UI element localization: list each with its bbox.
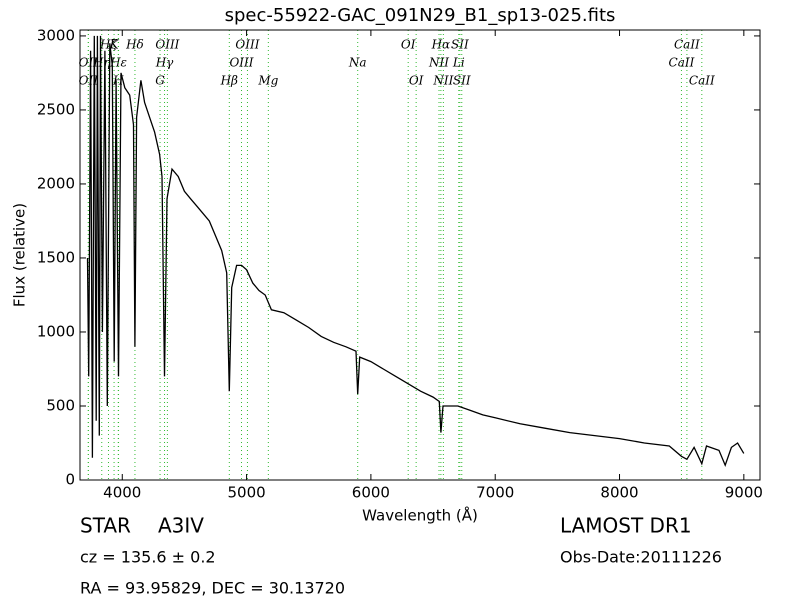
spectral-line-label: OIII xyxy=(229,56,253,70)
spectral-line-label: CaII xyxy=(674,38,700,52)
y-axis-label: Flux (relative) xyxy=(11,203,29,307)
spectral-line-label: OI xyxy=(409,74,424,88)
spectral-line-label: Hβ xyxy=(220,74,238,88)
y-tick-label: 2000 xyxy=(37,174,75,192)
x-tick-label: 5000 xyxy=(227,484,265,502)
spectral-line-label: Hδ xyxy=(125,38,144,52)
spectral-line-label: Hα xyxy=(431,38,451,52)
obs-date: Obs-Date:20111226 xyxy=(560,548,722,567)
spectral-line-label: Mg xyxy=(257,74,278,88)
object-class: STAR xyxy=(80,514,131,538)
y-tick-label: 0 xyxy=(65,471,75,489)
spectral-line-label: Hζ xyxy=(99,38,118,52)
coordinates: RA = 93.95829, DEC = 30.13720 xyxy=(80,579,345,598)
y-tick-label: 3000 xyxy=(37,26,75,44)
spectral-line-label: Hγ xyxy=(155,56,174,70)
plot-frame xyxy=(79,29,761,481)
spectral-line-label: OII xyxy=(79,74,99,88)
x-tick-label: 6000 xyxy=(352,484,390,502)
spectral-line-label: G xyxy=(155,74,165,88)
spectral-line-label: OI xyxy=(401,38,416,52)
survey: LAMOST DR1 xyxy=(560,514,692,538)
spectral-line-label: NII xyxy=(428,56,449,70)
y-tick-label: 2500 xyxy=(37,100,75,118)
x-tick-label: 9000 xyxy=(725,484,763,502)
spectral-line-label: Li xyxy=(452,56,465,70)
x-tick-label: 7000 xyxy=(476,484,514,502)
x-axis-label: Wavelength (Å) xyxy=(362,506,478,525)
chart-title: spec-55922-GAC_091N29_B1_sp13-025.fits xyxy=(225,5,616,26)
x-tick-label: 8000 xyxy=(600,484,638,502)
spectral-line-label: K xyxy=(109,38,120,52)
spectral-line-label: NII xyxy=(432,74,453,88)
spectral-line-label: Na xyxy=(348,56,367,70)
spectral-line-label: OIII xyxy=(155,38,179,52)
y-tick-label: 1000 xyxy=(37,322,75,340)
y-tick-label: 500 xyxy=(46,396,75,414)
spectral-line-label: CaII xyxy=(689,74,715,88)
spectral-line-label: CaII xyxy=(669,56,695,70)
spectral-line-label: SII xyxy=(453,74,471,88)
spectral-line-label: OIII xyxy=(235,38,259,52)
spectral-line-label: SII xyxy=(451,38,469,52)
spectrum xyxy=(86,35,745,468)
subclass: A3IV xyxy=(158,514,204,538)
y-tick-label: 1500 xyxy=(37,248,75,266)
x-tick-label: 4000 xyxy=(103,484,141,502)
redshift: cz = 135.6 ± 0.2 xyxy=(80,548,216,567)
